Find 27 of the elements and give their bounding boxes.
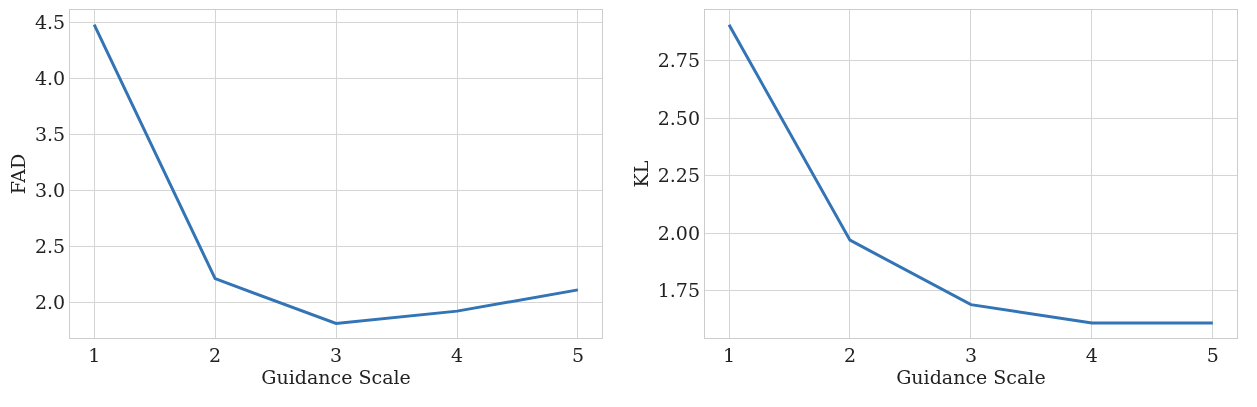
x-tick-label: 2 [209, 343, 222, 366]
x-tick-label: 1 [722, 343, 736, 366]
y-axis-title: FAD [6, 153, 29, 195]
y-tick-label: 2.25 [657, 164, 701, 187]
y-tick-label: 2.50 [657, 106, 701, 129]
x-tick-label: 4 [1085, 343, 1098, 366]
y-tick-label: 4.5 [34, 10, 66, 33]
x-tick-label: 3 [964, 343, 977, 366]
y-tick-label: 2.0 [34, 290, 66, 313]
x-tick-label: 4 [450, 343, 464, 366]
x-tick-label: 5 [571, 343, 585, 366]
x-axis-title: Guidance Scale [896, 365, 1046, 388]
y-axis-title: KL [629, 160, 652, 188]
x-axis-title: Guidance Scale [261, 365, 411, 388]
y-tick-label: 2.75 [657, 49, 701, 72]
y-tick-label: 1.75 [657, 279, 701, 302]
line-series [92, 23, 580, 325]
x-tick-label: 3 [330, 343, 343, 366]
y-tick-label: 2.00 [657, 221, 701, 244]
x-tick-label: 5 [1206, 343, 1219, 366]
line-series [727, 23, 1215, 325]
y-tick-label: 3.5 [34, 122, 66, 145]
x-tick-label: 1 [88, 343, 101, 366]
y-tick-label: 2.5 [34, 234, 66, 257]
y-tick-label: 3.0 [34, 178, 66, 201]
x-tick-label: 2 [843, 343, 857, 366]
y-tick-label: 4.0 [34, 66, 66, 89]
